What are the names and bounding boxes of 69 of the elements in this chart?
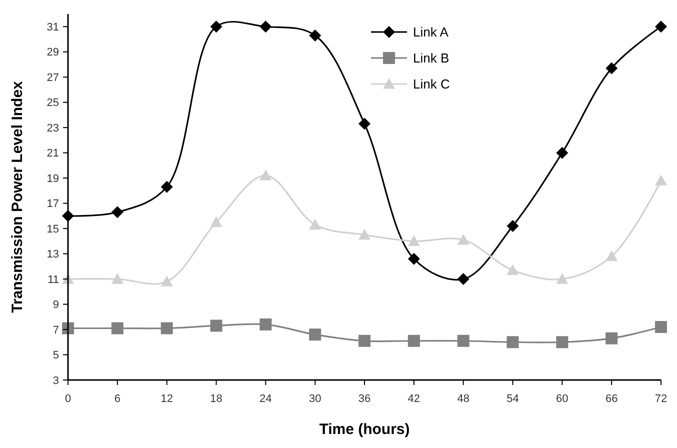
point: [160, 180, 173, 193]
point: [655, 20, 667, 33]
point: [556, 146, 568, 159]
x-tick-label: 66: [605, 393, 618, 405]
y-tick-label: 11: [48, 274, 59, 286]
y-tick-label: 9: [52, 299, 59, 312]
point: [506, 336, 519, 348]
point: [556, 336, 568, 348]
point: [160, 276, 173, 286]
x-tick-label: 18: [210, 393, 222, 405]
point: [457, 334, 470, 347]
x-tick-label: 24: [260, 393, 272, 405]
x-axis-title: Time (hours): [319, 421, 410, 438]
point: [111, 322, 124, 334]
y-tick-label: 3: [52, 374, 59, 387]
point: [457, 234, 470, 245]
x-tick-label: 0: [64, 393, 72, 405]
point: [408, 334, 420, 347]
point: [309, 29, 322, 42]
point: [457, 273, 470, 286]
point: [655, 174, 667, 186]
y-tick-label: 31: [46, 21, 59, 34]
legend-label: Link A: [413, 24, 449, 40]
x-tick-label: 6: [114, 393, 120, 405]
x-tick-label: 72: [654, 393, 668, 405]
x-tick-label: 12: [160, 393, 173, 405]
y-tick-label: 21: [46, 148, 59, 160]
legend-label: Link C: [413, 76, 450, 92]
point: [210, 216, 222, 228]
y-tick-label: 7: [52, 324, 59, 336]
point: [606, 332, 618, 344]
point: [606, 62, 618, 74]
y-tick-label: 5: [52, 350, 59, 362]
point: [358, 228, 370, 240]
y-tick-label: 17: [46, 198, 59, 210]
point: [309, 328, 322, 341]
x-tick-label: 36: [358, 393, 371, 405]
point: [358, 334, 370, 347]
x-tick-label: 48: [457, 393, 470, 405]
point: [260, 20, 272, 33]
y-axis-title: Transmission Power Level Index: [9, 80, 26, 313]
y-tick-label: 15: [46, 223, 59, 236]
y-tick-label: 29: [46, 46, 59, 59]
point: [111, 273, 124, 284]
point: [655, 320, 667, 333]
point: [260, 170, 272, 180]
point: [111, 206, 124, 218]
point: [210, 20, 222, 33]
x-tick-label: 60: [556, 393, 568, 405]
y-tick-label: 25: [46, 97, 59, 110]
point: [210, 320, 222, 332]
point: [309, 218, 322, 230]
legend-label: Link B: [413, 50, 450, 66]
x-tick-label: 54: [506, 393, 519, 405]
x-tick-label: 42: [408, 393, 420, 405]
point: [358, 118, 370, 130]
point: [160, 322, 173, 334]
y-tick-label: 23: [46, 122, 59, 134]
x-tick-label: 30: [308, 393, 322, 405]
point: [606, 250, 618, 262]
point: [556, 273, 568, 284]
point: [506, 220, 519, 232]
y-tick-label: 13: [46, 248, 59, 261]
point: [506, 264, 519, 275]
y-tick-label: 27: [46, 72, 59, 84]
y-tick-label: 19: [46, 172, 59, 185]
point: [260, 318, 272, 330]
point: [408, 252, 420, 265]
point: [408, 235, 420, 246]
